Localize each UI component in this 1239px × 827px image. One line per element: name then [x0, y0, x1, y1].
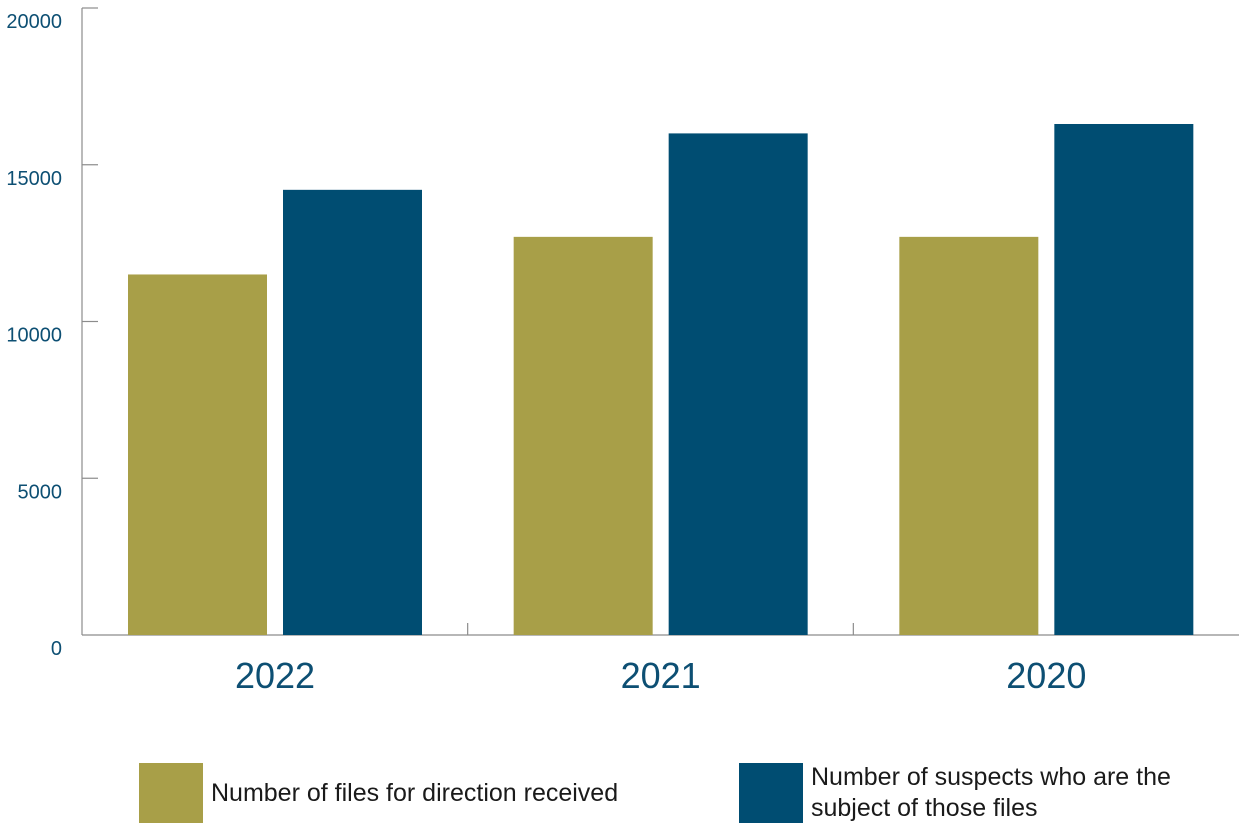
legend-label-files: Number of files for direction received [211, 778, 619, 807]
legend-item-suspects: Number of suspects who are the subject o… [739, 762, 1191, 824]
bar-files-2020 [899, 236, 1039, 636]
legend-swatch-files [139, 763, 203, 823]
x-tick-label: 2022 [235, 655, 315, 696]
legend-label-suspects: Number of suspects who are the subject o… [811, 763, 1171, 822]
y-axis: 0 5000 10000 15000 20000 [6, 7, 98, 660]
bar-files-2021 [513, 236, 653, 636]
x-tick-label: 2021 [621, 655, 701, 696]
y-tick-label: 15000 [6, 168, 62, 190]
legend-swatch-suspects [739, 763, 803, 823]
x-axis: 2022 2021 2020 [82, 623, 1239, 696]
bar-suspects-2022 [283, 189, 422, 635]
y-tick-label: 0 [51, 638, 62, 660]
bar-chart: 0 5000 10000 15000 20000 2022 2021 2020 [6, 7, 1239, 696]
bar-suspects-2021 [668, 133, 808, 635]
x-tick-label: 2020 [1006, 655, 1086, 696]
bar-files-2022 [128, 274, 267, 635]
y-tick-label: 20000 [6, 11, 62, 33]
y-tick-label: 5000 [18, 481, 63, 503]
legend-item-files: Number of files for direction received [139, 762, 618, 824]
y-tick-label: 10000 [6, 325, 62, 347]
bar-suspects-2020 [1054, 123, 1194, 636]
bars [128, 123, 1194, 636]
